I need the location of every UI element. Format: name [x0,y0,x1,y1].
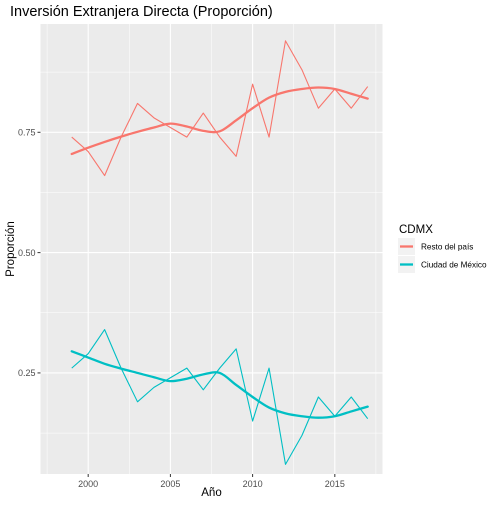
minor-gridlines [40,24,383,474]
trend-line-resto [70,86,369,156]
legend-entry-label: Ciudad de México [421,261,487,270]
legend-title: CDMX [399,224,433,236]
y-tick-label: 0.75 [18,127,36,137]
x-tick-label: 2015 [325,479,345,489]
series-lines [70,40,369,465]
y-tick-label: 0.50 [18,248,36,258]
x-tick-label: 2000 [78,479,98,489]
legend: CDMX Resto del país Ciudad de México [398,224,487,273]
y-axis-label: Proporción [5,221,17,277]
x-axis: 2000 2005 2010 2015 [78,474,345,489]
y-tick-label: 0.25 [18,368,36,378]
x-axis-label: Año [201,487,221,499]
chart-title: Inversión Extranjera Directa (Proporción… [10,4,273,20]
x-tick-label: 2005 [160,479,180,489]
y-axis: 0.25 0.50 0.75 [18,127,41,378]
legend-entry-label: Resto del país [421,243,473,252]
x-tick-label: 2010 [243,479,263,489]
trend-line-cdmx [70,350,369,419]
legend-keys: Resto del país Ciudad de México [398,238,487,273]
